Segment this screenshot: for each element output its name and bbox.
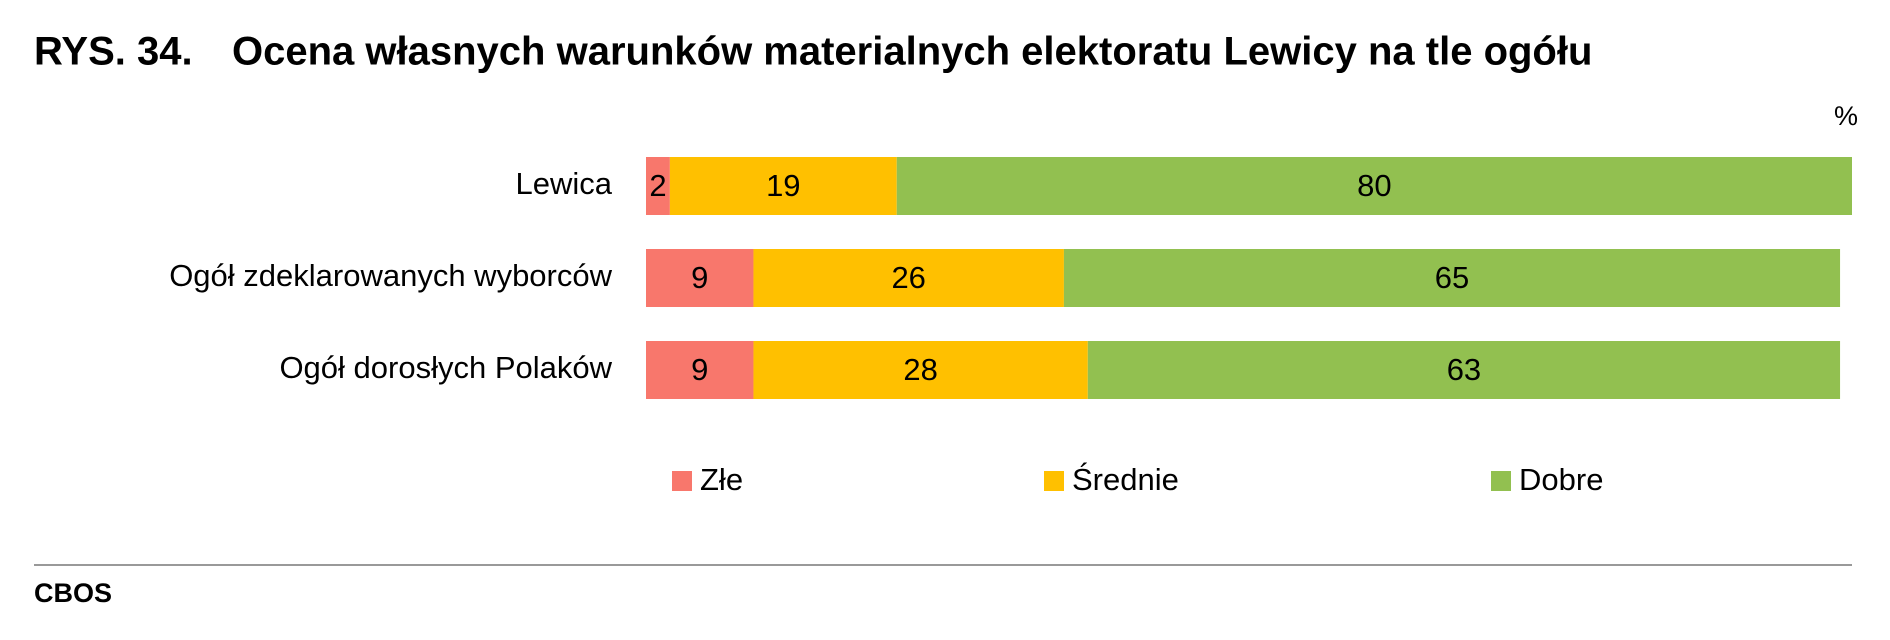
source: CBOS bbox=[34, 578, 112, 608]
bar-segment bbox=[896, 157, 1852, 215]
bar-segment bbox=[1087, 341, 1841, 399]
bar-segment bbox=[753, 249, 1064, 307]
figure-label: RYS. 34. bbox=[34, 30, 193, 74]
data-label: 65 bbox=[1435, 260, 1469, 295]
bar-segment bbox=[669, 157, 897, 215]
legend-label: Złe bbox=[700, 462, 743, 497]
data-label: 28 bbox=[903, 352, 937, 387]
legend-swatch bbox=[672, 471, 692, 491]
data-label: 9 bbox=[691, 352, 708, 387]
bar-segment bbox=[646, 157, 670, 215]
data-label: 9 bbox=[691, 260, 708, 295]
data-label: 26 bbox=[891, 260, 925, 295]
bar-segment bbox=[753, 341, 1088, 399]
data-label: 2 bbox=[649, 168, 666, 203]
legend-swatch bbox=[1491, 471, 1511, 491]
legend-label: Dobre bbox=[1519, 462, 1603, 497]
legend-label: Średnie bbox=[1072, 461, 1179, 497]
bar-segment bbox=[1063, 249, 1841, 307]
category-label: Lewica bbox=[516, 166, 613, 201]
data-label: 63 bbox=[1447, 352, 1481, 387]
category-label: Ogół dorosłych Polaków bbox=[279, 350, 612, 385]
category-label: Ogół zdeklarowanych wyborców bbox=[169, 258, 612, 293]
bar-segment bbox=[646, 249, 754, 307]
data-label: 80 bbox=[1357, 168, 1391, 203]
unit-label: % bbox=[1834, 101, 1858, 131]
legend-swatch bbox=[1044, 471, 1064, 491]
data-label: 19 bbox=[766, 168, 800, 203]
bar-segment bbox=[646, 341, 754, 399]
chart-title: Ocena własnych warunków materialnych ele… bbox=[232, 30, 1592, 74]
